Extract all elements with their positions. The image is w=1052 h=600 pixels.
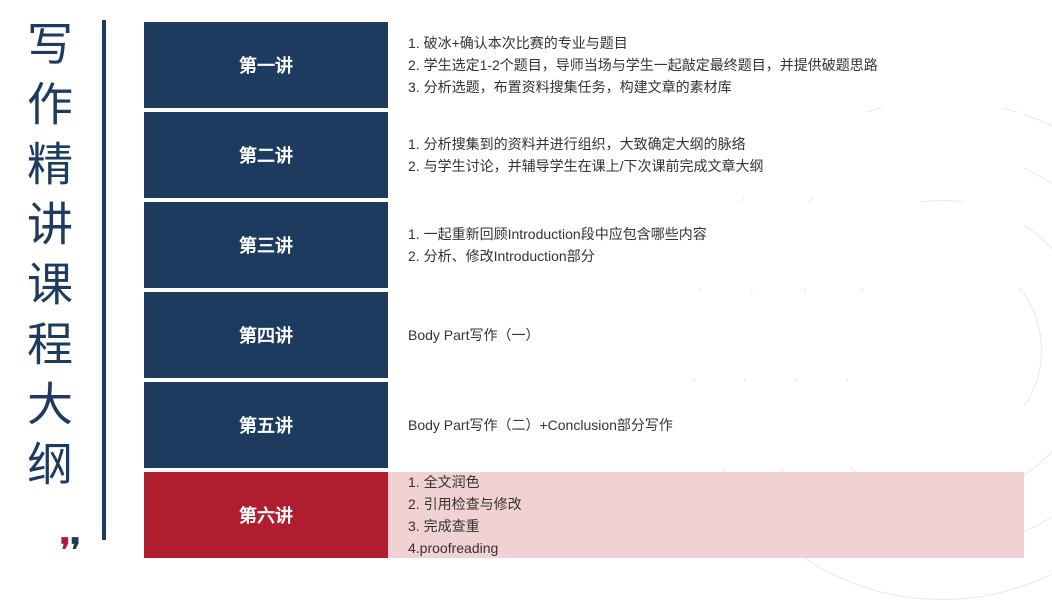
title-column: 写作精讲课程大纲 — [18, 20, 76, 500]
lesson-label: 第二讲 — [144, 112, 388, 198]
content-line: 2. 与学生讨论，并辅导学生在课上/下次课前完成文章大纲 — [408, 155, 1004, 177]
lesson-label: 第六讲 — [144, 472, 388, 558]
quote-decorations: ❜❜ — [60, 531, 81, 569]
lesson-content: Body Part写作（二）+Conclusion部分写作 — [388, 382, 1024, 468]
content-line: 1. 一起重新回顾Introduction段中应包含哪些内容 — [408, 223, 1004, 245]
quote-red-icon: ❜ — [60, 532, 70, 568]
table-row: 第三讲 1. 一起重新回顾Introduction段中应包含哪些内容 2. 分析… — [144, 202, 1024, 288]
table-row: 第六讲 1. 全文润色 2. 引用检查与修改 3. 完成查重 4.proofre… — [144, 472, 1024, 558]
course-outline-table: 第一讲 1. 破冰+确认本次比赛的专业与题目 2. 学生选定1-2个题目，导师当… — [144, 22, 1024, 562]
content-line: 2. 分析、修改Introduction部分 — [408, 245, 1004, 267]
content-line: 2. 引用检查与修改 — [408, 493, 1004, 515]
content-line: 1. 全文润色 — [408, 471, 1004, 493]
lesson-content: 1. 一起重新回顾Introduction段中应包含哪些内容 2. 分析、修改I… — [388, 202, 1024, 288]
table-row: 第一讲 1. 破冰+确认本次比赛的专业与题目 2. 学生选定1-2个题目，导师当… — [144, 22, 1024, 108]
content-line: Body Part写作（二）+Conclusion部分写作 — [408, 414, 1004, 436]
content-line: 3. 分析选题，布置资料搜集任务，构建文章的素材库 — [408, 76, 1004, 98]
content-line: 1. 分析搜集到的资料并进行组织，大致确定大纲的脉络 — [408, 133, 1004, 155]
lesson-content: 1. 破冰+确认本次比赛的专业与题目 2. 学生选定1-2个题目，导师当场与学生… — [388, 22, 1024, 108]
vertical-divider — [102, 20, 106, 540]
lesson-content: 1. 分析搜集到的资料并进行组织，大致确定大纲的脉络 2. 与学生讨论，并辅导学… — [388, 112, 1024, 198]
lesson-content: 1. 全文润色 2. 引用检查与修改 3. 完成查重 4.proofreadin… — [388, 472, 1024, 558]
lesson-label: 第三讲 — [144, 202, 388, 288]
content-line: Body Part写作（一） — [408, 324, 1004, 346]
content-line: 1. 破冰+确认本次比赛的专业与题目 — [408, 32, 1004, 54]
content-line: 2. 学生选定1-2个题目，导师当场与学生一起敲定最终题目，并提供破题思路 — [408, 54, 1004, 76]
table-row: 第五讲 Body Part写作（二）+Conclusion部分写作 — [144, 382, 1024, 468]
lesson-content: Body Part写作（一） — [388, 292, 1024, 378]
table-row: 第四讲 Body Part写作（一） — [144, 292, 1024, 378]
lesson-label: 第五讲 — [144, 382, 388, 468]
lesson-label: 第四讲 — [144, 292, 388, 378]
content-line: 3. 完成查重 — [408, 515, 1004, 537]
table-row: 第二讲 1. 分析搜集到的资料并进行组织，大致确定大纲的脉络 2. 与学生讨论，… — [144, 112, 1024, 198]
content-line: 4.proofreading — [408, 537, 1004, 559]
lesson-label: 第一讲 — [144, 22, 388, 108]
page-title: 写作精讲课程大纲 — [18, 20, 76, 500]
quote-navy-icon: ❜ — [70, 532, 80, 568]
